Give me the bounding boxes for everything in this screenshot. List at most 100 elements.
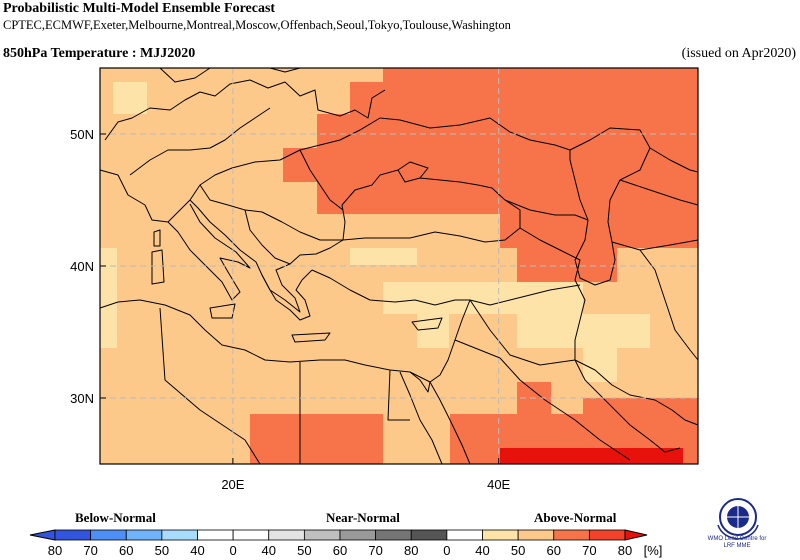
persian-gulf-south bbox=[574, 359, 681, 453]
border bbox=[387, 369, 410, 421]
turkey-south-coast bbox=[311, 269, 470, 306]
border bbox=[504, 199, 589, 221]
legend-tick-label: 0 bbox=[443, 543, 450, 558]
cell-above-40-50 bbox=[383, 282, 583, 314]
border bbox=[379, 117, 571, 151]
legend-tick-label: 60 bbox=[119, 543, 133, 558]
cell-above-40-50 bbox=[583, 348, 617, 382]
border bbox=[299, 149, 344, 211]
red-sea-east bbox=[429, 381, 471, 465]
legend-left-arrow bbox=[29, 529, 56, 541]
border bbox=[199, 184, 343, 241]
legend-box bbox=[410, 529, 448, 541]
cell-above-40-50 bbox=[100, 68, 117, 268]
border bbox=[499, 357, 631, 461]
legend-right-arrow bbox=[624, 529, 648, 541]
wmo-logo-caption: WMO Lead Centre for LRF MME bbox=[707, 536, 767, 549]
legend-tick-label: 70 bbox=[368, 543, 382, 558]
legend-above-normal: Above-Normal bbox=[534, 510, 617, 525]
border bbox=[454, 339, 501, 359]
legend-tick-label: 60 bbox=[547, 543, 561, 558]
black-sea-coast bbox=[341, 169, 521, 243]
north-africa-coast bbox=[99, 299, 431, 383]
legend-box bbox=[54, 529, 92, 541]
legend-tick-label: 80 bbox=[618, 543, 632, 558]
border bbox=[639, 249, 699, 361]
lon-tick-label: 20E bbox=[221, 477, 244, 492]
lon-tick-label: 40E bbox=[487, 477, 510, 492]
legend-box bbox=[197, 529, 234, 541]
cell-above-70-80 bbox=[500, 448, 683, 464]
border bbox=[649, 147, 699, 173]
scandinavia-coast bbox=[159, 67, 211, 83]
legend-colorbar: 80 70 60 50 40 0 40 50 60 70 80 0 40 50 60 70 80 [%] bbox=[29, 529, 663, 558]
cell-above-40-50 bbox=[113, 82, 147, 114]
border bbox=[189, 117, 381, 201]
wmo-logo-icon bbox=[717, 498, 759, 540]
legend-tick-label: 70 bbox=[582, 543, 596, 558]
crimea bbox=[397, 161, 429, 179]
legend-box bbox=[268, 529, 305, 541]
legend-unit: [%] bbox=[644, 543, 663, 558]
border bbox=[519, 227, 586, 360]
cell-above-60-70 bbox=[283, 448, 383, 464]
france-coast bbox=[99, 169, 191, 223]
legend-box bbox=[232, 529, 270, 541]
baltic-coast bbox=[104, 79, 386, 141]
legend-tick-label: 0 bbox=[230, 543, 237, 558]
italy-coast bbox=[167, 203, 251, 301]
legend-tick-label: 40 bbox=[262, 543, 276, 558]
legend-box bbox=[339, 529, 377, 541]
lat-tick-label: 40N bbox=[70, 259, 94, 274]
legend-box bbox=[161, 529, 198, 541]
legend-tick-label: 50 bbox=[155, 543, 169, 558]
legend-tick-label: 50 bbox=[511, 543, 525, 558]
page-title: Probabilistic Multi-Model Ensemble Forec… bbox=[3, 1, 276, 16]
legend-box bbox=[482, 529, 519, 541]
legend-box bbox=[375, 529, 412, 541]
issued-date: (issued on Apr2020) bbox=[681, 46, 796, 61]
lat-tick-label: 50N bbox=[70, 127, 94, 142]
cell-above-60-70 bbox=[317, 114, 698, 150]
cell-above-60-70 bbox=[517, 382, 551, 416]
probability-grid bbox=[100, 68, 698, 464]
cyprus bbox=[411, 317, 443, 331]
legend-box bbox=[446, 529, 483, 541]
gridlines bbox=[100, 68, 698, 464]
greece-coast bbox=[261, 269, 313, 321]
forecast-subtitle: 850hPa Temperature : MJJ2020 bbox=[3, 46, 196, 61]
legend-tick-label: 40 bbox=[475, 543, 489, 558]
caspian-coast bbox=[569, 127, 651, 286]
legend-box bbox=[90, 529, 127, 541]
coastlines-and-borders bbox=[99, 67, 699, 465]
border bbox=[159, 307, 261, 465]
border bbox=[611, 239, 699, 251]
axis-ticks: 30N 40N 50N 20E 40E bbox=[70, 127, 510, 492]
adriatic-coast bbox=[189, 199, 344, 313]
levant-coast bbox=[429, 299, 471, 383]
legend-box bbox=[553, 529, 590, 541]
legend-near-normal: Near-Normal bbox=[326, 510, 400, 525]
border bbox=[469, 284, 581, 306]
border bbox=[244, 209, 291, 265]
border bbox=[129, 107, 271, 176]
cell-above-40-50 bbox=[517, 314, 650, 348]
border bbox=[619, 179, 699, 206]
legend-tick-label: 50 bbox=[297, 543, 311, 558]
cell-above-60-70 bbox=[350, 82, 698, 118]
legend-tick-label: 60 bbox=[333, 543, 347, 558]
sardinia bbox=[151, 249, 165, 285]
sinai bbox=[409, 371, 431, 393]
legend-tick-label: 40 bbox=[190, 543, 204, 558]
legend-box bbox=[588, 529, 626, 541]
corsica bbox=[153, 229, 161, 247]
gulf-of-finland bbox=[269, 67, 301, 73]
legend-tick-label: 80 bbox=[48, 543, 62, 558]
cell-above-40-50 bbox=[350, 248, 417, 265]
cell-above-60-70 bbox=[317, 182, 698, 214]
border bbox=[469, 299, 576, 366]
legend-box bbox=[125, 529, 163, 541]
cell-above-60-70 bbox=[283, 148, 698, 182]
cell-above-60-70 bbox=[583, 398, 698, 414]
